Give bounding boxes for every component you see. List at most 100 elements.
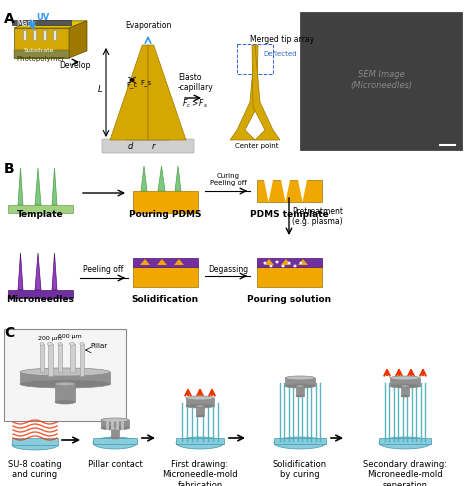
Ellipse shape	[282, 265, 284, 267]
Text: Substrate: Substrate	[24, 48, 55, 53]
Text: Degassing: Degassing	[208, 265, 248, 274]
Text: C: C	[4, 326, 14, 340]
Ellipse shape	[401, 395, 409, 397]
Text: SEM Image
(Microneedles): SEM Image (Microneedles)	[350, 70, 412, 90]
Bar	[176, 438, 224, 444]
Polygon shape	[18, 168, 23, 205]
Bar	[48, 344, 53, 376]
Ellipse shape	[70, 343, 75, 346]
Ellipse shape	[40, 343, 44, 346]
Text: d: d	[127, 142, 133, 151]
Bar	[40, 344, 44, 372]
Ellipse shape	[186, 396, 214, 400]
Polygon shape	[141, 166, 147, 191]
Polygon shape	[14, 50, 69, 58]
Ellipse shape	[285, 376, 315, 380]
Bar	[300, 12, 462, 150]
Bar	[196, 406, 204, 416]
Ellipse shape	[101, 418, 129, 422]
Ellipse shape	[390, 376, 420, 380]
Text: Pillar contact: Pillar contact	[88, 460, 142, 469]
Text: Solidification
by curing: Solidification by curing	[273, 460, 327, 479]
Ellipse shape	[48, 343, 52, 346]
Bar	[133, 265, 198, 287]
Ellipse shape	[288, 262, 290, 264]
Bar	[285, 378, 315, 386]
Polygon shape	[35, 253, 41, 290]
Bar	[257, 258, 322, 267]
Text: Microneedles: Microneedles	[6, 295, 74, 304]
Text: SU-8 coating
and curing: SU-8 coating and curing	[8, 460, 62, 479]
Text: Elasto
-capillary: Elasto -capillary	[178, 72, 214, 92]
Ellipse shape	[196, 405, 204, 407]
Text: UV: UV	[36, 13, 49, 22]
Text: Evaporation: Evaporation	[125, 21, 171, 30]
Text: Pouring PDMS: Pouring PDMS	[129, 210, 201, 219]
Bar	[379, 438, 431, 444]
Polygon shape	[69, 21, 87, 58]
Bar	[20, 372, 110, 384]
Polygon shape	[264, 259, 274, 265]
Ellipse shape	[176, 437, 224, 449]
FancyBboxPatch shape	[102, 139, 194, 153]
Text: F_s: F_s	[140, 79, 151, 86]
Polygon shape	[52, 168, 57, 205]
Text: Secondary drawing:
Microneedle-mold
seperation: Secondary drawing: Microneedle-mold sepe…	[363, 460, 447, 486]
Text: PDMS template: PDMS template	[250, 210, 328, 219]
Polygon shape	[281, 180, 290, 202]
Ellipse shape	[401, 385, 409, 387]
Ellipse shape	[58, 343, 62, 346]
Polygon shape	[35, 168, 41, 205]
Bar	[12, 20, 71, 25]
Polygon shape	[14, 21, 87, 28]
Bar	[12, 438, 58, 445]
Ellipse shape	[20, 380, 110, 388]
Text: Curing
Peeling off: Curing Peeling off	[210, 173, 247, 186]
Ellipse shape	[12, 440, 58, 450]
Bar	[58, 344, 62, 372]
Text: Merged tip array: Merged tip array	[250, 35, 314, 44]
Polygon shape	[148, 45, 186, 140]
Bar	[257, 180, 322, 202]
Text: Solidification: Solidification	[131, 295, 198, 304]
Bar	[133, 258, 198, 267]
Ellipse shape	[274, 437, 326, 449]
Bar	[8, 205, 73, 213]
Bar	[390, 378, 420, 386]
Polygon shape	[18, 253, 23, 290]
Polygon shape	[33, 30, 36, 40]
Ellipse shape	[55, 400, 75, 404]
Text: Pretreatment
(e.g. plasma): Pretreatment (e.g. plasma)	[292, 207, 343, 226]
Text: First drawing:
Microneedle-mold
fabrication: First drawing: Microneedle-mold fabricat…	[162, 460, 238, 486]
Text: Mask: Mask	[16, 18, 36, 28]
Polygon shape	[157, 259, 167, 265]
Text: Template: Template	[17, 210, 64, 219]
Ellipse shape	[55, 382, 75, 386]
Ellipse shape	[186, 404, 214, 408]
Ellipse shape	[276, 261, 278, 263]
Text: Deflected: Deflected	[263, 51, 297, 57]
Ellipse shape	[269, 265, 273, 267]
Ellipse shape	[80, 343, 84, 346]
Ellipse shape	[293, 265, 297, 267]
Polygon shape	[298, 259, 308, 265]
Ellipse shape	[111, 437, 119, 439]
Ellipse shape	[93, 437, 137, 449]
Bar	[186, 398, 214, 406]
Bar	[111, 428, 119, 438]
Text: L: L	[98, 86, 102, 94]
Polygon shape	[53, 30, 56, 40]
Polygon shape	[23, 30, 26, 40]
Text: Pillar: Pillar	[90, 343, 107, 349]
Text: B: B	[4, 162, 14, 176]
Bar	[274, 438, 326, 444]
Text: Center point: Center point	[235, 143, 278, 149]
Polygon shape	[52, 253, 57, 290]
FancyBboxPatch shape	[4, 329, 126, 421]
Bar	[70, 344, 75, 372]
Ellipse shape	[20, 368, 110, 376]
Ellipse shape	[101, 426, 129, 430]
Bar	[93, 438, 137, 444]
Bar	[8, 290, 73, 298]
Ellipse shape	[285, 384, 315, 388]
